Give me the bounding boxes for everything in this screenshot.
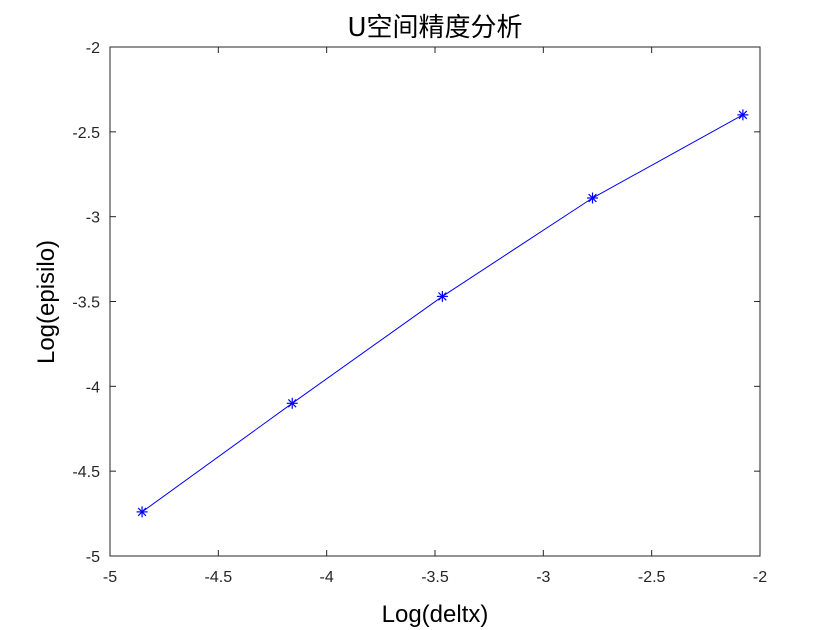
data-point — [436, 290, 448, 302]
x-tick-label: -5 — [103, 569, 117, 586]
x-tick-label: -4 — [320, 569, 334, 586]
x-axis-label: Log(deltx) — [382, 601, 489, 628]
y-tick-label: -3 — [86, 210, 100, 227]
data-point — [136, 506, 148, 518]
x-axis-ticks: -5 -4.5 -4 -3.5 -3 -2.5 -2 — [103, 47, 767, 586]
data-point — [587, 192, 599, 204]
chart-title: U空间精度分析 — [347, 13, 522, 43]
y-tick-label: -2 — [86, 40, 100, 57]
marker-stroke — [588, 193, 597, 203]
x-tick-label: -3.5 — [421, 569, 449, 586]
marker-stroke — [738, 110, 748, 120]
y-tick-label: -2.5 — [72, 125, 100, 142]
x-tick-label: -2.5 — [638, 569, 666, 586]
y-tick-label: -5 — [86, 549, 100, 566]
y-tick-label: -3.5 — [72, 295, 100, 312]
x-tick-label: -4.5 — [205, 569, 233, 586]
y-axis-label: Log(episilo) — [33, 240, 60, 364]
data-point — [737, 109, 749, 121]
y-tick-label: -4 — [86, 379, 100, 396]
x-tick-label: -2 — [753, 569, 767, 586]
series-layer — [136, 109, 749, 518]
data-point — [286, 397, 298, 409]
marker-stroke — [438, 292, 447, 301]
x-tick-label: -3 — [536, 569, 550, 586]
y-axis-ticks: -5 -4.5 -4 -3.5 -3 -2.5 -2 — [72, 40, 760, 566]
y-tick-label: -4.5 — [72, 464, 100, 481]
marker-stroke — [137, 507, 147, 517]
marker-stroke — [287, 398, 297, 408]
